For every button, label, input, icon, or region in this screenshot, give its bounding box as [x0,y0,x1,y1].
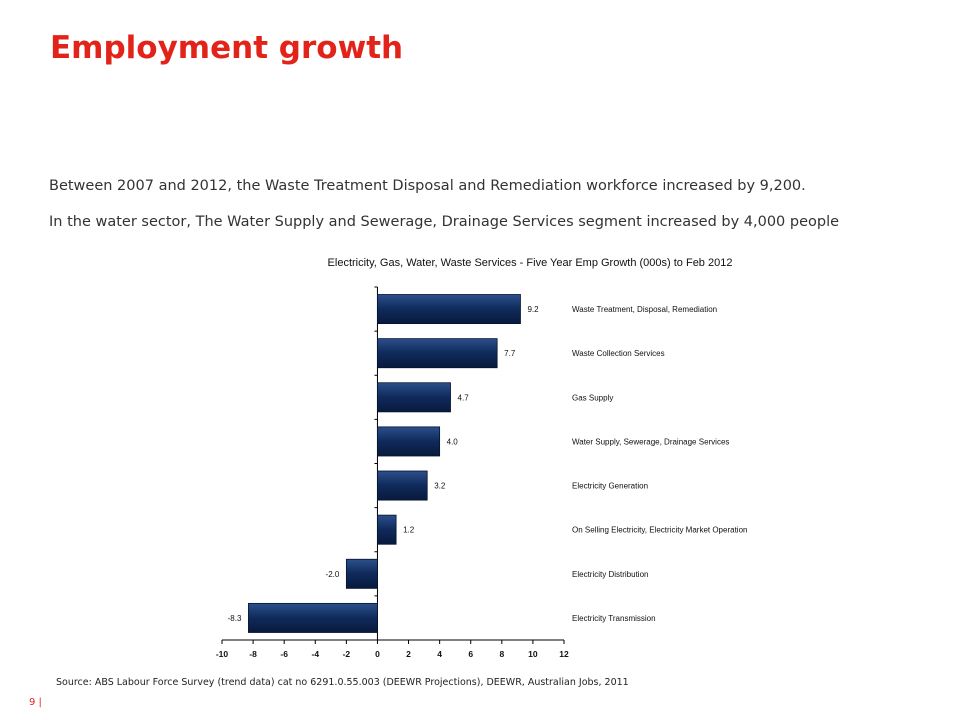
data-label-3: 4.7 [458,393,470,402]
data-label-2: 7.7 [504,349,516,358]
x-tick-label: -4 [311,649,319,659]
data-label-8: -8.3 [228,614,242,623]
bar-2 [377,338,498,369]
bar-1 [377,294,521,325]
category-label-2: Waste Collection Services [572,349,665,358]
slide-title: Employment growth [50,30,404,66]
category-label-4: Water Supply, Sewerage, Drainage Service… [572,437,729,446]
category-label-1: Waste Treatment, Disposal, Remediation [572,305,717,314]
body-paragraph-1: Between 2007 and 2012, the Waste Treatme… [49,178,806,194]
category-label-5: Electricity Generation [572,482,648,491]
data-label-7: -2.0 [326,570,340,579]
bar-3 [377,382,451,413]
bar-7 [345,558,378,589]
x-tick-label: 12 [559,649,569,659]
x-tick-label: 10 [528,649,538,659]
x-tick-label: -2 [343,649,351,659]
bar-4 [377,426,441,457]
page-number: 9 | [29,697,42,708]
x-tick-label: -10 [216,649,229,659]
data-label-1: 9.2 [527,305,539,314]
x-tick-label: -6 [280,649,288,659]
category-label-8: Electricity Transmission [572,614,656,623]
data-label-4: 4.0 [447,437,459,446]
x-tick-label: -8 [249,649,257,659]
x-tick-label: 8 [499,649,504,659]
x-tick-label: 4 [437,649,442,659]
chart-title: Electricity, Gas, Water, Waste Services … [327,257,733,269]
source-note: Source: ABS Labour Force Survey (trend d… [56,677,629,688]
bar-5 [377,470,428,501]
data-label-5: 3.2 [434,482,446,491]
category-label-3: Gas Supply [572,393,613,402]
bar-6 [377,514,397,545]
category-label-7: Electricity Distribution [572,570,648,579]
x-tick-label: 0 [375,649,380,659]
x-tick-label: 2 [406,649,411,659]
data-label-6: 1.2 [403,526,415,535]
body-paragraph-2: In the water sector, The Water Supply an… [49,214,840,230]
category-label-6: On Selling Electricity, Electricity Mark… [572,526,747,535]
x-tick-label: 6 [468,649,473,659]
bar-8 [248,602,378,633]
